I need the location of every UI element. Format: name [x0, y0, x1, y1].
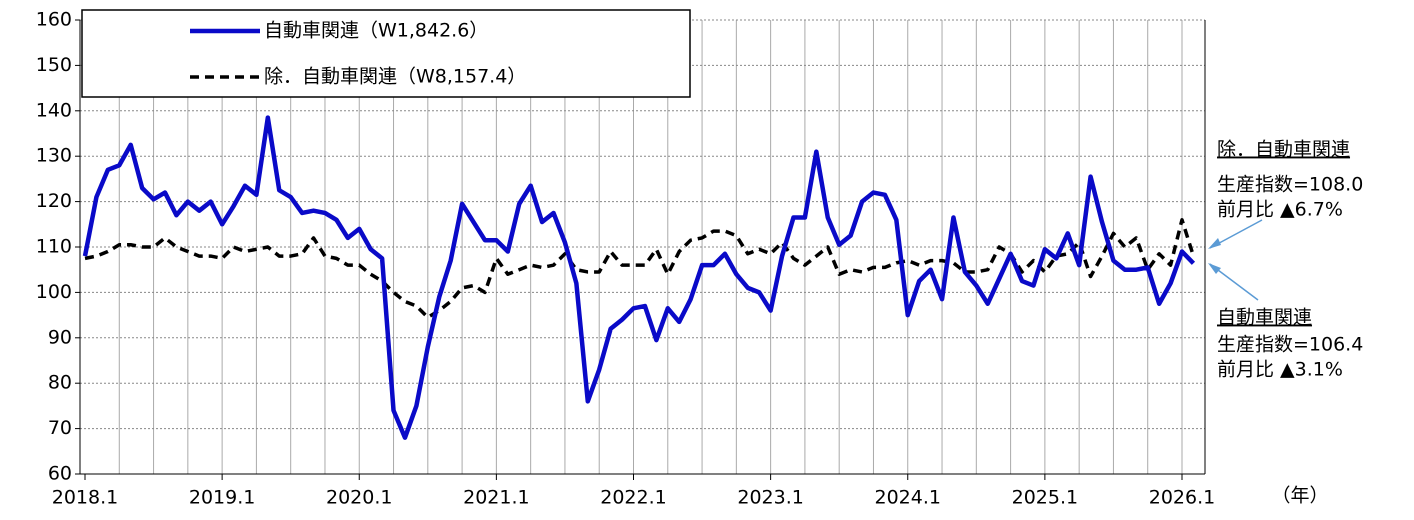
y-tick-label: 110 [36, 236, 72, 258]
y-tick-label: 160 [36, 9, 72, 31]
x-tick-label: 2025.1 [1012, 487, 1078, 509]
y-tick-label: 80 [48, 372, 72, 394]
arrow-head [1208, 238, 1221, 249]
x-tick-label: 2018.1 [52, 487, 118, 509]
x-tick-label: 2021.1 [463, 487, 529, 509]
x-tick-label: 2024.1 [875, 487, 941, 509]
y-tick-label: 60 [48, 463, 72, 485]
x-tick-label: 2023.1 [737, 487, 803, 509]
legend-label: 自動車関連（W1,842.6） [264, 20, 488, 42]
x-axis-label: （年） [1271, 485, 1328, 507]
x-tick-label: 2022.1 [600, 487, 666, 509]
arrow-head [1208, 263, 1221, 274]
y-tick-label: 90 [48, 326, 72, 348]
annotation-text: 自動車関連 [1217, 307, 1312, 329]
y-tick-label: 150 [36, 54, 72, 76]
annotation-text: 前月比 ▲6.7% [1217, 199, 1343, 221]
series-line [82, 115, 1196, 440]
legend-box [81, 9, 691, 98]
x-tick-label: 2020.1 [326, 487, 392, 509]
y-tick-label: 70 [48, 417, 72, 439]
annotation-text: 除．自動車関連 [1217, 139, 1350, 161]
y-tick-label: 140 [36, 99, 72, 121]
x-tick-label: 2019.1 [189, 487, 255, 509]
series-line [84, 218, 1196, 320]
legend-label: 除．自動車関連（W8,157.4） [264, 66, 526, 88]
y-tick-label: 120 [36, 190, 72, 212]
annotation-text: 生産指数=106.4 [1217, 334, 1363, 356]
x-tick-label: 2026.1 [1149, 487, 1215, 509]
y-tick-label: 130 [36, 145, 72, 167]
annotation-text: 生産指数=108.0 [1217, 174, 1363, 196]
annotation-text: 前月比 ▲3.1% [1217, 359, 1343, 381]
y-tick-label: 100 [36, 281, 72, 303]
